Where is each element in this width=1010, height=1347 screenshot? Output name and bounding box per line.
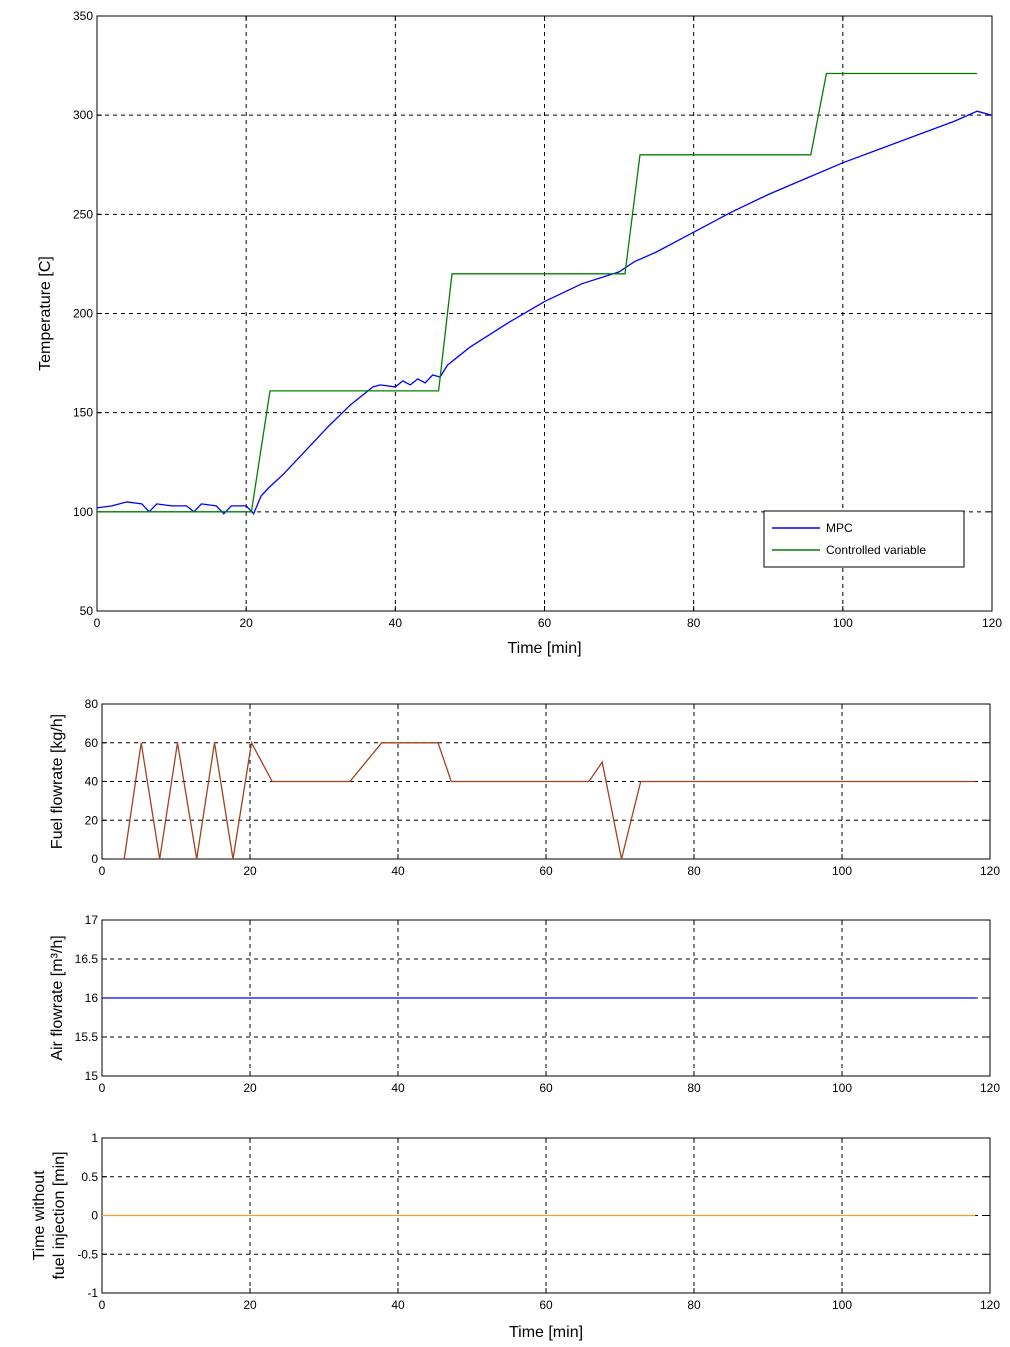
x-tick-label: 100 xyxy=(832,1298,852,1312)
x-tick-label: 120 xyxy=(980,864,1000,878)
legend: MPC Controlled variable xyxy=(763,510,965,568)
x-tick-label: 120 xyxy=(982,616,1002,630)
chart-3: 0 20 40 60 80 100 120 15 15.5 16 16.5 17 Air flowrat… xyxy=(49,913,1000,1095)
chart-4: 0 20 40 60 80 100 120 -1 -0.5 0 0.5 1 Time [min] Time… xyxy=(31,1131,1000,1341)
x-tick-label: 60 xyxy=(539,1298,553,1312)
y-tick-label: 0 xyxy=(91,852,98,866)
y-tick-label: 15 xyxy=(85,1069,99,1083)
y-axis-label: Temperature [C] xyxy=(37,256,54,371)
x-tick-label: 0 xyxy=(99,864,106,878)
x-tick-label: 40 xyxy=(391,1081,405,1095)
x-tick-label: 40 xyxy=(391,1298,405,1312)
y-tick-label: 150 xyxy=(73,406,93,420)
y-tick-label: 1 xyxy=(91,1131,98,1145)
x-tick-label: 80 xyxy=(687,864,701,878)
x-tick-label: 0 xyxy=(99,1298,106,1312)
x-tick-label: 0 xyxy=(99,1081,106,1095)
y-axis-label: Time without xyxy=(31,1170,48,1261)
y-tick-label: -1 xyxy=(87,1286,98,1300)
chart-1: 0 20 40 60 80 100 120 50 100 150 200 250 300 350 Time … xyxy=(37,9,1002,657)
y-tick-label: 16.5 xyxy=(75,952,99,966)
x-axis-label: Time [min] xyxy=(507,640,581,657)
x-tick-label: 120 xyxy=(980,1298,1000,1312)
y-tick-label: 300 xyxy=(73,108,93,122)
x-tick-label: 80 xyxy=(687,616,701,630)
x-tick-label: 60 xyxy=(538,616,552,630)
y-tick-label: 50 xyxy=(80,604,94,618)
x-tick-label: 100 xyxy=(833,616,853,630)
y-tick-label: 200 xyxy=(73,307,93,321)
y-tick-label: 40 xyxy=(85,775,99,789)
y-tick-label: 0 xyxy=(91,1209,98,1223)
x-tick-label: 120 xyxy=(980,1081,1000,1095)
x-tick-label: 20 xyxy=(239,616,253,630)
x-tick-label: 100 xyxy=(832,864,852,878)
x-tick-label: 20 xyxy=(243,1298,257,1312)
y-tick-label: 60 xyxy=(85,736,99,750)
y-tick-label: 100 xyxy=(73,505,93,519)
x-tick-label: 80 xyxy=(687,1081,701,1095)
series-line-controlled-variable xyxy=(97,72,978,513)
x-tick-label: 60 xyxy=(539,864,553,878)
y-tick-label: -0.5 xyxy=(77,1247,98,1261)
y-tick-label: 15.5 xyxy=(75,1030,99,1044)
x-tick-label: 40 xyxy=(389,616,403,630)
x-tick-label: 60 xyxy=(539,1081,553,1095)
y-tick-label: 250 xyxy=(73,207,93,221)
y-tick-label: 17 xyxy=(85,913,99,927)
x-tick-label: 80 xyxy=(687,1298,701,1312)
y-axis-label: Fuel flowrate [kg/h] xyxy=(49,714,66,849)
y-axis-label: fuel injection [min] xyxy=(51,1151,68,1279)
chart-2: 0 20 40 60 80 100 120 0 20 40 60 80 Fuel flowrate [k… xyxy=(49,697,1000,878)
y-tick-label: 16 xyxy=(85,991,99,1005)
series-line-1 xyxy=(123,740,976,860)
legend-entry: MPC xyxy=(826,521,853,535)
x-tick-label: 20 xyxy=(243,1081,257,1095)
legend-box xyxy=(763,510,965,568)
x-tick-label: 20 xyxy=(243,864,257,878)
x-axis-label: Time [min] xyxy=(509,1324,583,1341)
x-tick-label: 40 xyxy=(391,864,405,878)
y-tick-label: 0.5 xyxy=(81,1170,98,1184)
y-tick-label: 20 xyxy=(85,813,99,827)
y-tick-label: 350 xyxy=(73,9,93,23)
legend-entry: Controlled variable xyxy=(826,543,926,557)
y-tick-label: 80 xyxy=(85,697,99,711)
x-tick-label: 0 xyxy=(94,616,101,630)
x-tick-label: 100 xyxy=(832,1081,852,1095)
y-axis-label: Air flowrate [m³/h] xyxy=(49,935,66,1060)
